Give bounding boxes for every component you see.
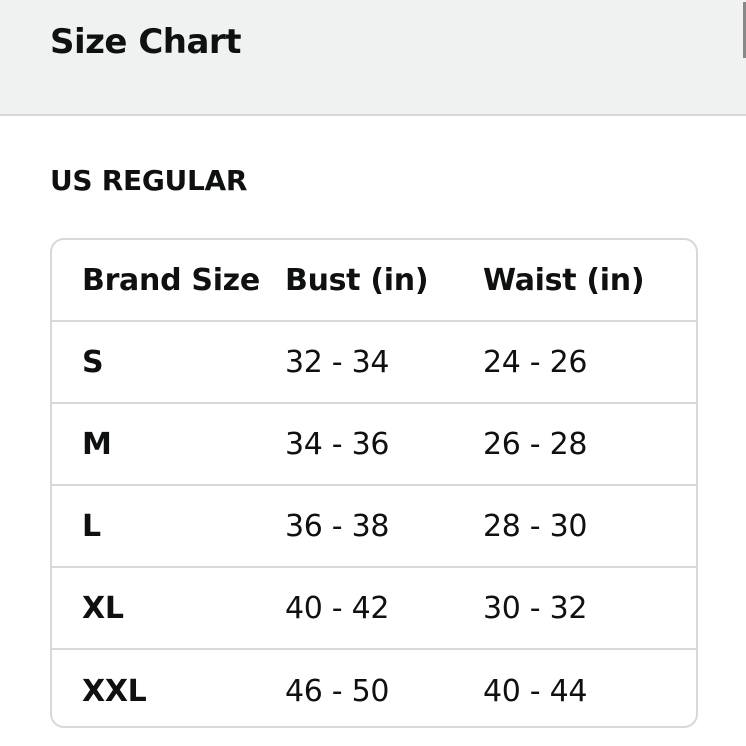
table-cell: 24 - 26 [483, 344, 588, 380]
page-title: Size Chart [50, 22, 241, 62]
table-cell: 32 - 34 [285, 344, 390, 380]
table-cell: 28 - 30 [483, 508, 588, 544]
table-cell: 40 - 44 [483, 673, 588, 709]
column-header: Bust (in) [285, 262, 429, 298]
table-cell: 46 - 50 [285, 673, 390, 709]
scrollbar[interactable] [743, 2, 746, 58]
table-cell: L [82, 508, 101, 544]
table-cell: 26 - 28 [483, 426, 588, 462]
table-cell: 30 - 32 [483, 590, 588, 626]
table-header-row: Brand Size Bust (in) Waist (in) [52, 240, 696, 322]
table-row: L 36 - 38 28 - 30 [52, 486, 696, 568]
table-cell: S [82, 344, 104, 380]
table-cell: XXL [82, 673, 147, 709]
table-row: XXL 46 - 50 40 - 44 [52, 650, 696, 726]
table-cell: XL [82, 590, 124, 626]
section-title: US REGULAR [50, 164, 248, 197]
header: Size Chart [0, 0, 746, 116]
size-table: Brand Size Bust (in) Waist (in) S 32 - 34… [50, 238, 698, 728]
table-cell: 40 - 42 [285, 590, 390, 626]
table-cell: M [82, 426, 112, 462]
table-cell: 36 - 38 [285, 508, 390, 544]
column-header: Waist (in) [483, 262, 645, 298]
table-cell: 34 - 36 [285, 426, 390, 462]
table-row: M 34 - 36 26 - 28 [52, 404, 696, 486]
table-row: S 32 - 34 24 - 26 [52, 322, 696, 404]
table-row: XL 40 - 42 30 - 32 [52, 568, 696, 650]
column-header: Brand Size [82, 262, 260, 298]
